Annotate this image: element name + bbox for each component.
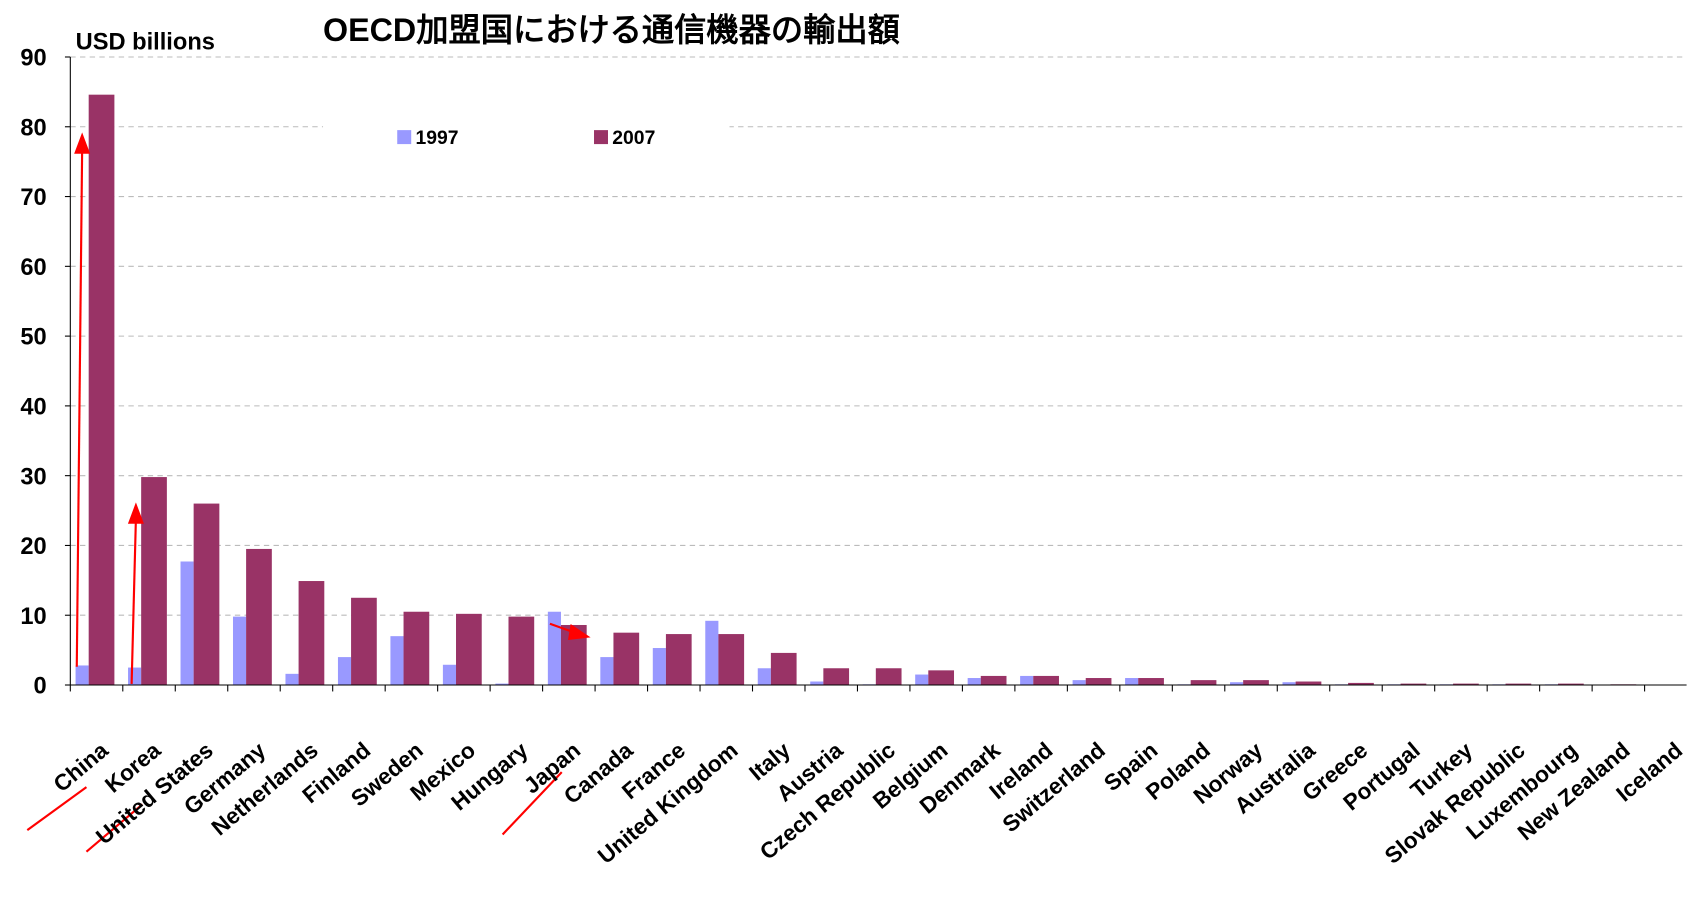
bar [915,674,929,686]
y-tick-label: 20 [20,534,46,560]
arrow [75,148,84,667]
arrow-head [74,132,91,154]
strike-line [501,771,563,836]
bar [1190,680,1217,686]
bar [613,632,640,686]
bar [75,665,89,686]
bar [980,675,1007,686]
arrow-head [567,624,591,640]
bar [403,611,430,686]
bar [285,673,299,686]
legend-swatch [594,130,608,145]
bar [141,477,167,686]
y-tick-label: 0 [34,674,47,700]
y-axis-label: USD billions [76,29,215,55]
bar [1400,683,1427,686]
bar [757,668,771,686]
bar [600,657,614,686]
chart-title: OECD加盟国における通信機器の輸出額 [323,12,900,48]
y-tick-label: 10 [20,604,46,630]
bar [456,613,482,686]
bar [1072,680,1086,686]
y-tick-label: 70 [20,185,46,211]
bar [390,636,404,686]
bar [810,681,824,686]
bar [351,597,377,686]
legend-swatch [397,130,412,145]
y-tick-label: 40 [20,394,46,420]
bar [246,548,272,686]
bar [298,581,325,686]
legend-label: 1997 [416,127,459,149]
y-tick-label: 60 [20,255,46,281]
bar [128,667,142,686]
bar [1505,683,1532,686]
bar [770,652,797,686]
strike-line [26,786,88,832]
bar [705,620,719,686]
bar [193,503,220,686]
bar [652,648,666,686]
bar [442,664,457,686]
annotations [26,132,591,853]
bar [1243,680,1269,686]
bar [1558,683,1584,686]
bar [1295,681,1322,686]
bar [547,611,561,686]
bar [1282,682,1296,686]
bar [1453,683,1479,686]
bar [875,668,902,686]
x-tick-label: China [49,737,113,797]
bar [1348,682,1374,686]
bar [1125,678,1139,686]
bar [1085,678,1112,686]
y-tick-label: 80 [20,115,46,141]
bar [928,670,955,686]
bar [665,634,692,686]
bar [495,683,509,686]
bar [232,616,247,686]
y-tick-label: 30 [20,464,46,490]
y-tick-label: 90 [20,46,46,72]
strike-line [85,803,144,853]
y-tick-label: 50 [20,325,46,351]
bar [508,616,535,686]
bar [180,561,194,686]
arrow [130,518,137,684]
bar [967,678,981,686]
legend-background [323,107,730,162]
bar [1020,675,1034,686]
bar [1138,678,1164,686]
bar [823,668,850,686]
legend-label: 2007 [612,127,655,149]
bar [337,657,352,686]
bar [88,94,115,686]
bar [1230,682,1244,686]
arrow-head [127,502,144,524]
bar [1033,675,1059,686]
bar [718,634,745,686]
